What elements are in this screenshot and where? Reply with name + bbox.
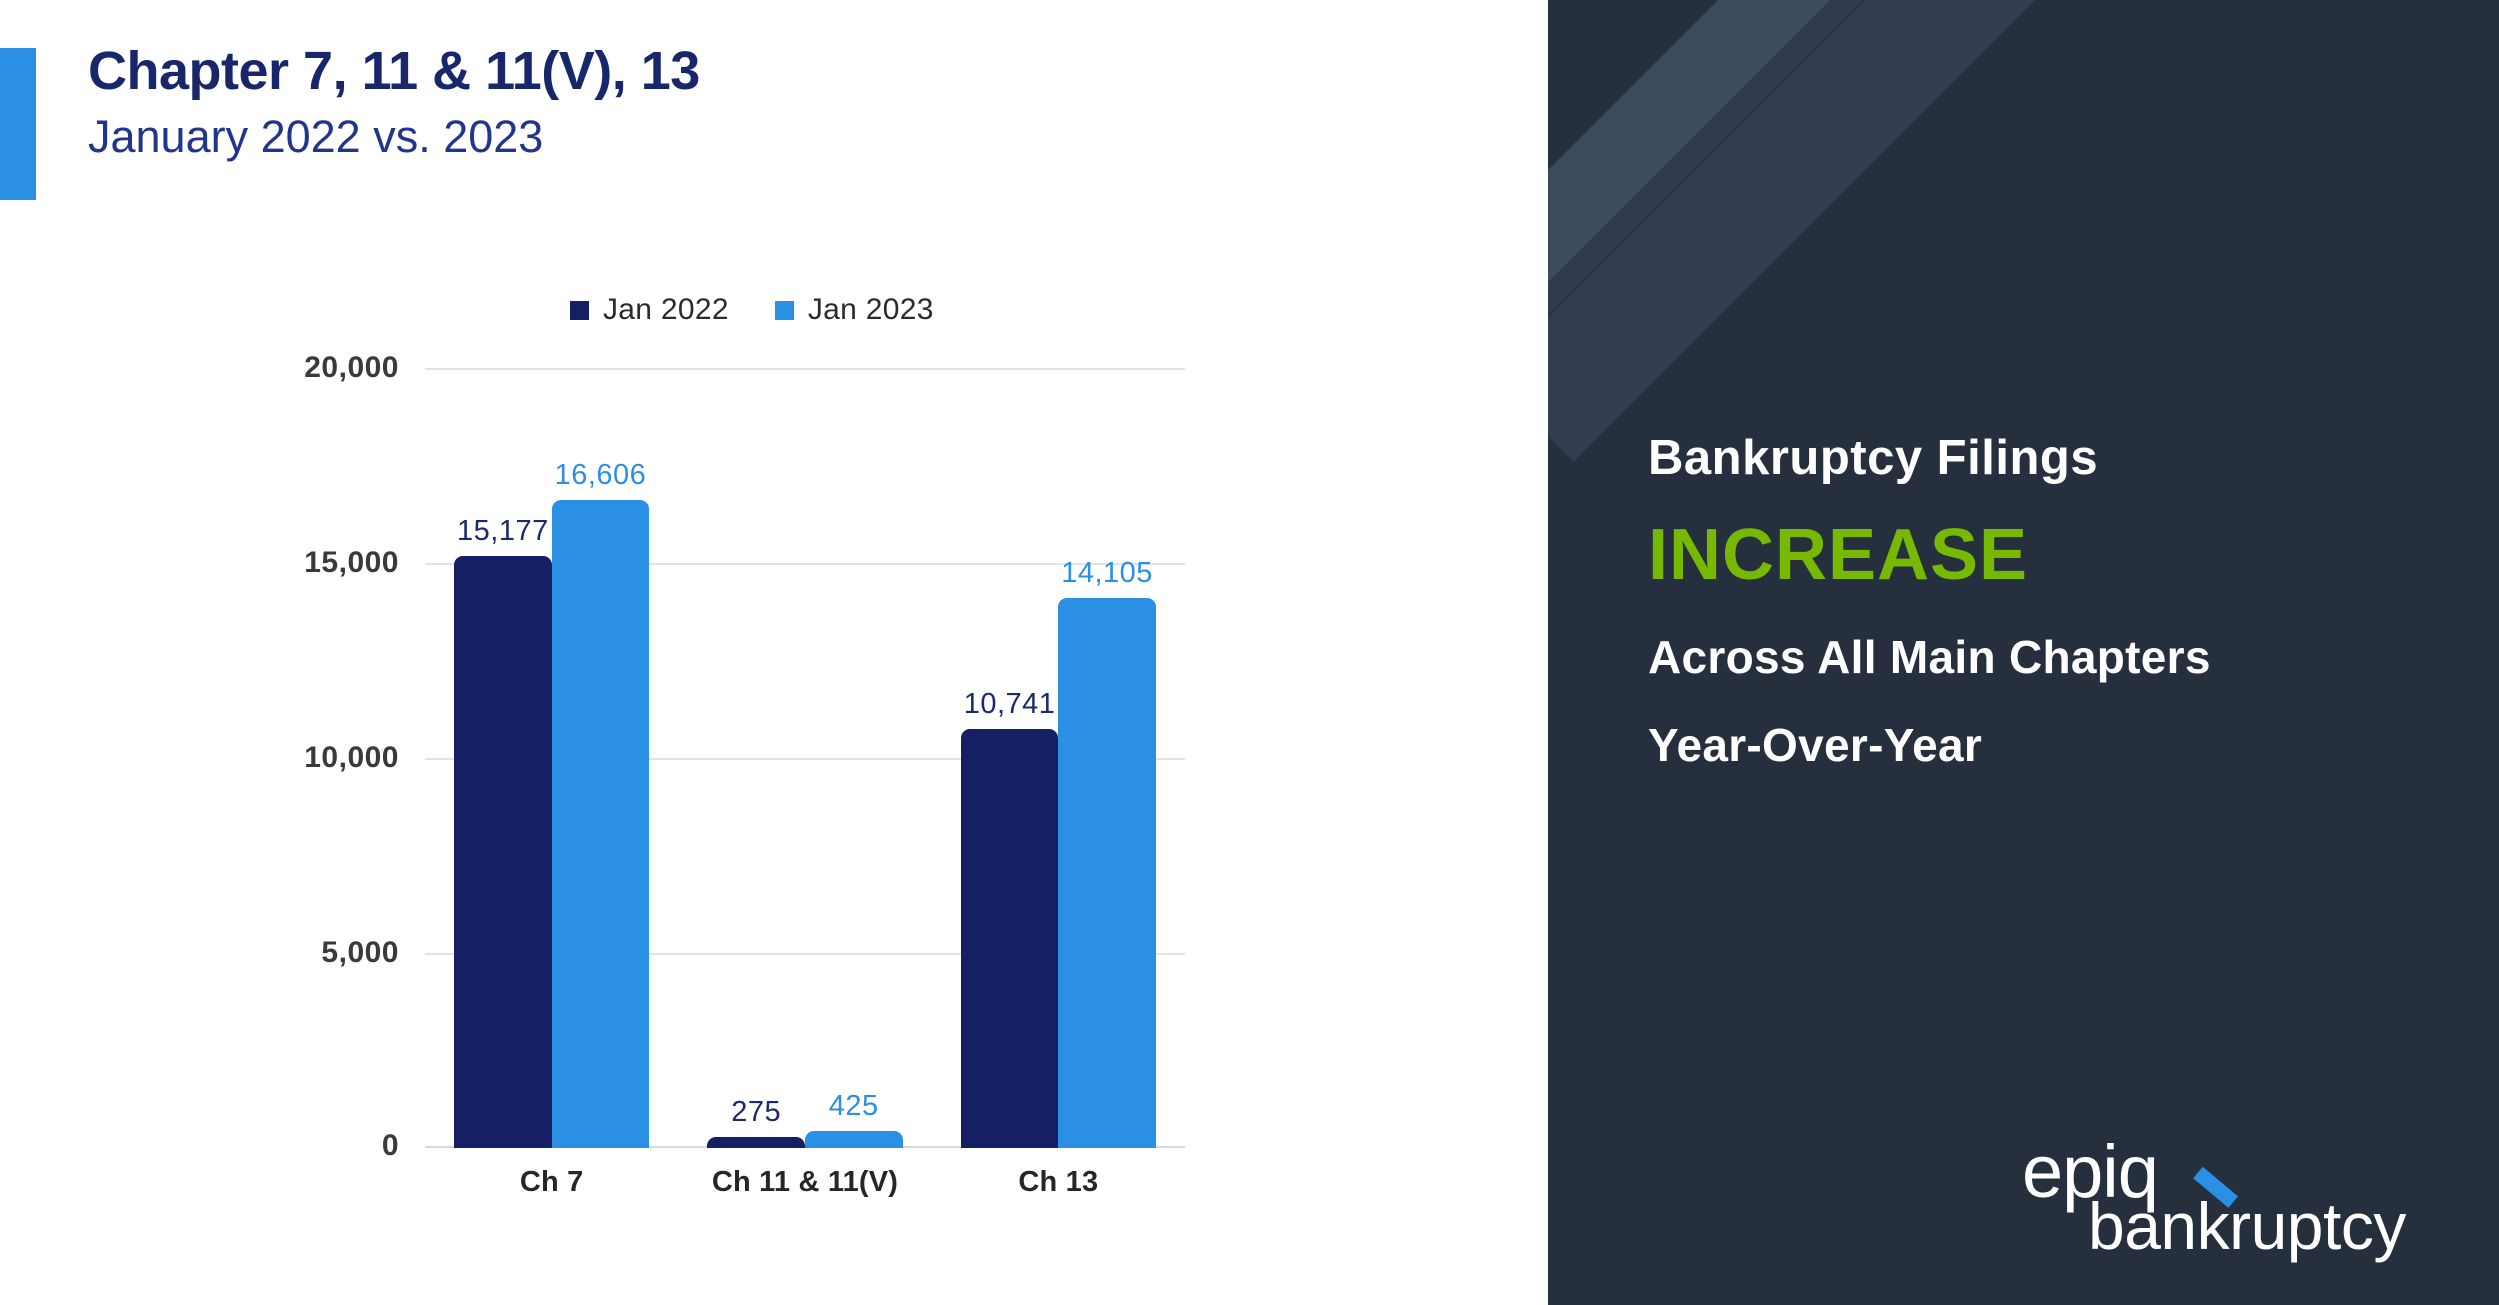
bar-jan2022-ch11[interactable]: 275 — [707, 1096, 805, 1148]
bar-value-label: 425 — [828, 1090, 879, 1123]
legend-label: Jan 2022 — [603, 293, 729, 326]
gridline: 5,000 — [321, 936, 1185, 969]
title-block: Chapter 7, 11 & 11(V), 13 January 2022 v… — [88, 42, 1188, 163]
bar-jan2022-ch13[interactable]: 10,741 — [960, 688, 1059, 1148]
bar-value-label: 10,741 — [963, 688, 1056, 721]
legend-swatch-icon — [570, 300, 589, 320]
bar-value-label: 15,177 — [457, 515, 549, 548]
chart-x-axis: Ch 7 Ch 11 & 11(V) Ch 13 — [425, 1166, 1185, 1199]
bar-jan2023-ch7[interactable]: 16,606 — [551, 459, 650, 1148]
panel-subline-1: Across All Main Chapters — [1648, 631, 2211, 683]
y-tick-label: 20,000 — [304, 351, 399, 384]
y-tick-label: 10,000 — [304, 741, 399, 774]
gridline: 20,000 — [304, 351, 1185, 384]
panel-subline-2: Year-Over-Year — [1648, 719, 1983, 771]
panel-text-block: Bankruptcy Filings INCREASE Across All M… — [1648, 430, 2448, 772]
logo-primary-text: epiq — [2022, 1130, 2159, 1213]
logo-secondary-text: bankruptcy — [2088, 1189, 2406, 1263]
bar-value-label: 14,105 — [1061, 556, 1153, 589]
gridline: 10,000 — [304, 741, 1185, 774]
bar-group-ch11: 275 425 — [678, 368, 931, 1148]
chart-bars: 15,177 16,606 275 425 10,7 — [425, 368, 1185, 1148]
panel-emphasis: INCREASE — [1648, 515, 2029, 595]
x-tick-label-ch13: Ch 13 — [1018, 1166, 1099, 1198]
epiq-bankruptcy-logo: epiq bankruptcy — [2022, 1135, 2422, 1275]
legend-swatch-icon — [774, 300, 794, 320]
chart-plot-area: 20,000 15,000 10,000 5,000 0 — [270, 350, 1220, 1198]
y-tick-label: 0 — [381, 1129, 399, 1162]
legend-label: Jan 2023 — [807, 293, 934, 326]
bar-jan2023-ch13[interactable]: 14,105 — [1058, 557, 1156, 1148]
bar-value-label: 16,606 — [554, 459, 647, 492]
highlight-panel: Bankruptcy Filings INCREASE Across All M… — [1548, 0, 2499, 1305]
gridline: 15,000 — [304, 546, 1185, 579]
bar-value-label: 275 — [731, 1096, 782, 1129]
title-accent-bar — [0, 48, 36, 200]
panel-headline: Bankruptcy Filings — [1648, 431, 2099, 485]
chart-legend: Jan 2022 Jan 2023 — [570, 290, 934, 330]
bar-jan2023-ch11[interactable]: 425 — [804, 1090, 903, 1148]
y-tick-label: 5,000 — [321, 936, 399, 969]
legend-item-jan-2023: Jan 2023 — [774, 293, 934, 327]
bar-chart: Jan 2022 Jan 2023 20,000 15,000 10,000 — [270, 290, 1220, 1210]
page-subtitle: January 2022 vs. 2023 — [88, 111, 544, 163]
bar-jan2022-ch7[interactable]: 15,177 — [454, 515, 552, 1148]
x-tick-label-ch11: Ch 11 & 11(V) — [711, 1166, 899, 1198]
page-title: Chapter 7, 11 & 11(V), 13 — [88, 41, 700, 101]
y-tick-label: 15,000 — [304, 546, 399, 579]
x-tick-label-ch7: Ch 7 — [519, 1166, 584, 1198]
legend-item-jan-2022: Jan 2022 — [570, 293, 729, 327]
bar-group-ch7: 15,177 16,606 — [425, 368, 678, 1148]
bar-group-ch13: 10,741 14,105 — [932, 368, 1185, 1148]
